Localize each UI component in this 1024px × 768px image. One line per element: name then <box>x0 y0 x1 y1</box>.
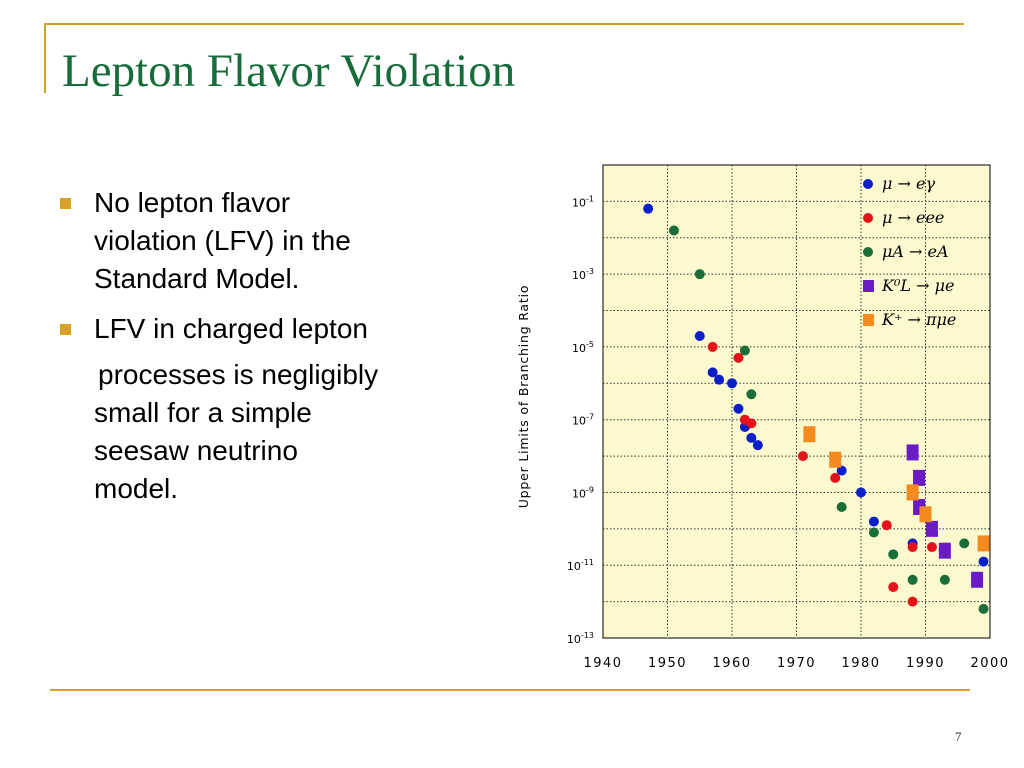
data-point <box>707 367 718 378</box>
y-tick-label: 10-9 <box>572 485 594 500</box>
bullet-list: No lepton flavor violation (LFV) in the … <box>58 184 478 508</box>
x-tick-label: 1970 <box>777 656 816 671</box>
y-tick-label: 10-5 <box>572 340 594 355</box>
legend-label: μ → eγ <box>882 174 935 193</box>
branching-ratio-chart: 1940 1950 1960 1970 1980 1990 2000 10-1 10-3 10-5… <box>516 164 1009 671</box>
continuation-line: seesaw neutrino <box>94 435 298 466</box>
data-point <box>746 418 757 429</box>
legend-label: K⁺ → πμe <box>881 310 956 329</box>
data-point <box>959 538 970 549</box>
data-point <box>888 549 899 560</box>
bullet-marker <box>60 324 71 335</box>
bullet-line: Standard Model. <box>94 263 300 294</box>
legend-label: μA → eA <box>882 242 949 261</box>
data-point <box>733 352 744 363</box>
bullet-marker <box>60 198 71 209</box>
data-point <box>906 484 919 501</box>
y-tick-label: 10-11 <box>567 558 594 573</box>
data-point <box>856 487 866 498</box>
data-point <box>926 542 937 553</box>
bottom-rule <box>50 689 970 691</box>
plot-area <box>602 164 991 639</box>
data-point <box>836 465 847 476</box>
bullet-item: No lepton flavor violation (LFV) in the … <box>58 184 478 298</box>
data-point <box>739 345 750 356</box>
continuation-line: processes is negligibly <box>98 359 379 390</box>
legend-marker <box>863 213 873 223</box>
data-point <box>752 440 763 451</box>
top-rule <box>44 23 964 25</box>
x-tick-label: 1940 <box>583 656 622 671</box>
data-point <box>939 574 950 585</box>
data-point <box>906 444 919 461</box>
data-point <box>977 535 990 552</box>
page-number: 7 <box>955 729 962 744</box>
data-point <box>907 596 918 607</box>
data-point <box>694 269 705 280</box>
data-point <box>978 603 989 614</box>
y-tick-label: 10-7 <box>572 413 594 428</box>
x-tick-label: 1980 <box>841 656 880 671</box>
data-point <box>643 203 654 214</box>
y-tick-label: 10-13 <box>567 631 594 646</box>
bullet-item: LFV in charged lepton <box>58 310 478 348</box>
y-axis-label: Upper Limits of Branching Ratio <box>516 285 531 509</box>
x-tick-label: 1960 <box>712 656 751 671</box>
legend-marker <box>863 179 873 189</box>
data-point <box>707 341 718 352</box>
legend-marker <box>863 314 874 326</box>
y-tick-label: 10-3 <box>572 267 594 282</box>
legend-marker <box>863 247 873 257</box>
bullet-line: No lepton flavor <box>94 187 291 218</box>
bullet-line: LFV in charged lepton <box>94 313 368 344</box>
legend-label: K⁰L → μe <box>881 276 954 295</box>
x-tick-label: 1990 <box>906 656 945 671</box>
data-point <box>830 472 841 483</box>
data-point <box>836 502 847 513</box>
data-point <box>919 506 932 523</box>
data-point <box>978 556 989 567</box>
legend-label: μ → eee <box>882 208 944 227</box>
left-rule <box>44 23 46 93</box>
x-tick-label: 2000 <box>970 656 1009 671</box>
data-point <box>938 542 951 559</box>
data-point <box>746 389 757 400</box>
data-point <box>727 378 737 389</box>
data-point <box>888 582 899 593</box>
legend-marker <box>863 280 874 292</box>
data-point <box>829 451 842 468</box>
data-point <box>803 426 816 443</box>
data-point <box>733 403 744 414</box>
data-point <box>913 469 926 486</box>
x-tick-label: 1950 <box>648 656 687 671</box>
continuation-line: small for a simple <box>94 397 312 428</box>
data-point <box>746 432 757 443</box>
data-point <box>907 574 918 585</box>
data-point <box>797 451 808 462</box>
data-point <box>868 527 879 538</box>
data-point <box>714 374 725 385</box>
data-point <box>925 520 938 537</box>
continuation-line: model. <box>94 473 179 504</box>
data-point <box>668 225 679 236</box>
y-tick-label: 10-1 <box>572 194 594 209</box>
data-point <box>868 516 879 527</box>
data-point <box>881 520 892 531</box>
bullet-line: violation (LFV) in the <box>94 225 351 256</box>
data-point <box>907 542 918 553</box>
data-point <box>971 571 984 588</box>
slide-title: Lepton Flavor Violation <box>62 45 516 97</box>
data-point <box>694 331 705 342</box>
